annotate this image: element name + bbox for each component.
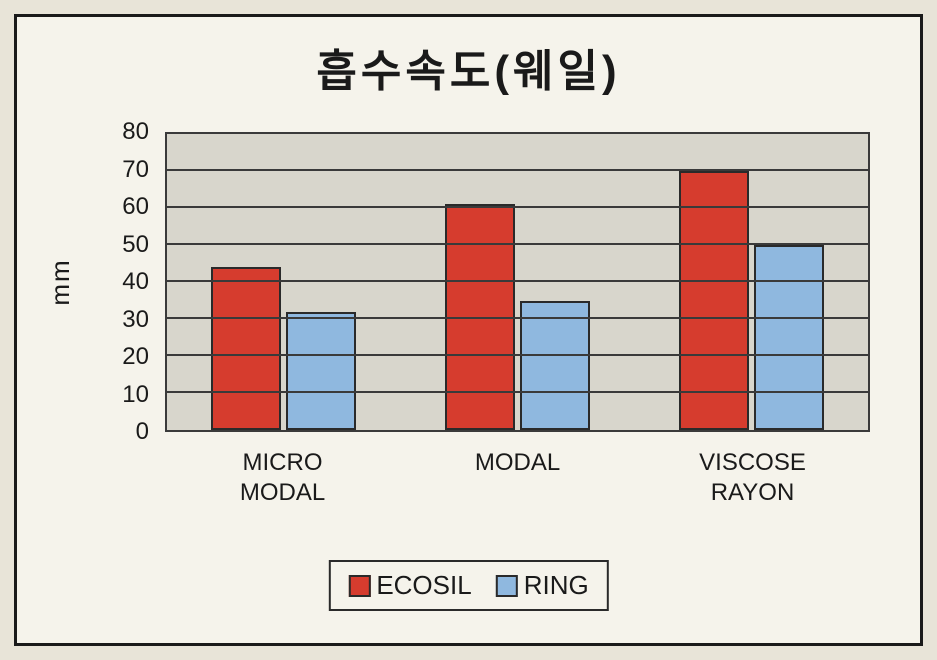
chart-title: 흡수속도(웨일) <box>17 35 920 99</box>
bar <box>754 245 824 430</box>
y-axis-label: mm <box>45 258 76 305</box>
y-axis-ticks: 01020304050607080 <box>87 132 157 432</box>
legend-swatch <box>348 575 370 597</box>
legend-item: RING <box>496 570 589 601</box>
bar <box>286 312 356 430</box>
x-tick-label: MODAL <box>475 448 560 478</box>
y-tick-label: 20 <box>122 343 149 371</box>
gridline <box>167 317 868 319</box>
y-tick-label: 50 <box>122 231 149 259</box>
legend-swatch <box>496 575 518 597</box>
legend-label: RING <box>524 570 589 601</box>
bar <box>211 267 281 430</box>
legend-item: ECOSIL <box>348 570 471 601</box>
y-tick-label: 30 <box>122 306 149 334</box>
x-tick-label: VISCOSE RAYON <box>699 448 806 508</box>
x-tick-label: MICRO MODAL <box>240 448 325 508</box>
bars-layer <box>167 134 868 430</box>
y-tick-label: 80 <box>122 118 149 146</box>
legend: ECOSIL RING <box>328 560 608 611</box>
gridline <box>167 169 868 171</box>
plot-wrapper: mm 01020304050607080 MICRO MODALMODALVIS… <box>87 132 870 432</box>
gridline <box>167 206 868 208</box>
gridline <box>167 243 868 245</box>
y-tick-label: 0 <box>136 418 149 446</box>
y-tick-label: 40 <box>122 268 149 296</box>
gridline <box>167 280 868 282</box>
bar <box>520 301 590 431</box>
plot-area <box>165 132 870 432</box>
legend-label: ECOSIL <box>376 570 471 601</box>
chart-container: 흡수속도(웨일) mm 0 10 20 30 40 50 60 70 80 MICRO MODA… <box>14 14 923 646</box>
gridline <box>167 354 868 356</box>
y-tick-label: 70 <box>122 156 149 184</box>
outer-frame: 흡수속도(웨일) mm 0 10 20 30 40 50 60 70 80 MICRO MODA… <box>0 0 937 660</box>
gridline <box>167 391 868 393</box>
y-tick-label: 60 <box>122 193 149 221</box>
y-tick-label: 10 <box>122 381 149 409</box>
